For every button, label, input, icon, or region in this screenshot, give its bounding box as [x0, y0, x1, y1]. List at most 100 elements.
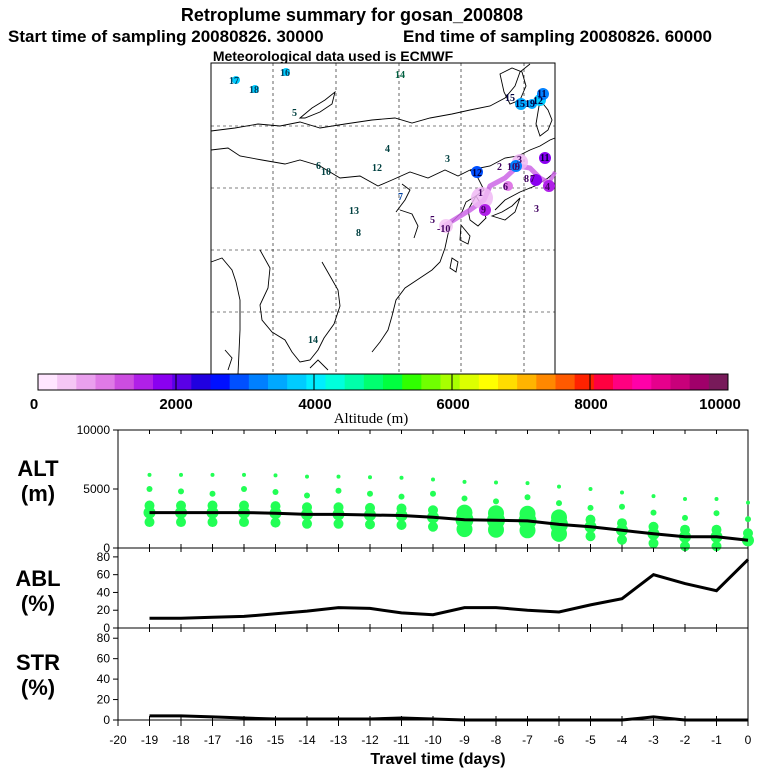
map-label: 3 [445, 154, 450, 165]
altitude-blob [461, 495, 468, 502]
altitude-blob [178, 488, 184, 495]
x-tick-label: -5 [585, 733, 596, 747]
str-line [149, 714, 748, 722]
altitude-mean-line [149, 511, 749, 542]
altitude-blob [431, 477, 435, 482]
colorbar-swatch [670, 374, 691, 390]
x-tick-label: -11 [393, 733, 410, 747]
altitude-blob [711, 524, 722, 535]
altitude-blob [399, 475, 404, 480]
abl-line [149, 558, 750, 620]
altitude-blob [396, 519, 407, 530]
x-tick-label: -14 [298, 733, 316, 747]
map-grid [211, 63, 555, 374]
altitude-blob [680, 541, 690, 552]
x-tick-label: -4 [617, 733, 628, 747]
altitude-blob [743, 528, 753, 539]
altitude-blob [270, 517, 281, 528]
plume-dot [232, 76, 240, 84]
altitude-blob [648, 521, 659, 532]
altitude-blob [713, 510, 720, 517]
colorbar-swatch [57, 374, 77, 390]
colorbar-swatch [632, 374, 652, 390]
y-tick-label: 20 [97, 693, 111, 707]
plume-dot [527, 99, 537, 109]
altitude-blob [525, 481, 530, 486]
map-label: 13 [349, 206, 359, 217]
plume-dot [515, 98, 527, 110]
colorbar-swatch [248, 374, 269, 390]
y-tick-label: 80 [97, 631, 111, 645]
map-label: 3 [534, 204, 539, 215]
altitude-blob [239, 500, 249, 511]
plume-dot [543, 180, 555, 192]
plume-dot [530, 174, 542, 186]
colorbar-swatch [114, 374, 135, 390]
colorbar-swatch [689, 374, 710, 390]
plot-panel-abl: 80 60 40 20 0 [97, 547, 750, 635]
map-label: 12 [472, 168, 482, 179]
altitude-blob [430, 490, 436, 497]
plume-dot [510, 160, 522, 172]
map-label: 4 [545, 182, 550, 193]
y-tick-label: 40 [97, 672, 111, 686]
title-line1: Retroplume summary for gosan_200808 [181, 5, 523, 25]
altitude-blob [494, 480, 498, 485]
map-label: 14 [308, 335, 318, 346]
plume-cloud [471, 187, 493, 209]
altitude-blob [745, 516, 751, 523]
x-tick-label: -8 [491, 733, 502, 747]
plot-panel-alt: 10000 5000 0 [77, 423, 754, 555]
map-label: 15 [515, 99, 525, 110]
y-tick-label: 0 [103, 621, 110, 635]
x-tick-label: -20 [109, 733, 127, 747]
panel-label-str-line2: (%) [21, 675, 55, 700]
altitude-blob [144, 517, 155, 528]
colorbar-tick: 8000 [574, 396, 607, 413]
map-label: 16 [280, 68, 290, 79]
colorbar-swatch [593, 374, 614, 390]
altitude-blob [333, 518, 344, 529]
colorbar-swatch [268, 374, 288, 390]
panel-label-abl: ABL (%) [15, 566, 60, 616]
altitude-blob [428, 521, 438, 532]
colorbar-swatch [133, 374, 154, 390]
altitude-blob [742, 534, 754, 547]
plume-dot [282, 68, 290, 76]
altitude-blob [711, 541, 722, 552]
plume-dot [471, 166, 483, 178]
y-tick-label: 0 [103, 713, 110, 727]
y-tick-label: 60 [97, 568, 111, 582]
map-label: 7 [398, 192, 403, 203]
altitude-blob [239, 517, 249, 528]
panel-label-abl-line2: (%) [21, 591, 55, 616]
altitude-blob [524, 494, 531, 501]
map-label: 3 [517, 155, 522, 166]
x-tick-label: -9 [459, 733, 470, 747]
map-label: 18 [249, 85, 259, 96]
altitude-blob [620, 490, 624, 495]
panel-label-abl-line1: ABL [15, 566, 60, 591]
altitude-blob [302, 502, 312, 513]
map-label: 8 [356, 228, 361, 239]
map-label: 1 [478, 188, 483, 199]
colorbar-swatch [651, 374, 671, 390]
map-label: 6 [316, 161, 321, 172]
x-tick-label: -1 [711, 733, 722, 747]
altitude-blob [146, 486, 153, 492]
altitude-blob [396, 503, 407, 514]
colorbar-swatch [76, 374, 96, 390]
x-tick-label: -15 [267, 733, 285, 747]
colorbar [38, 374, 729, 390]
altitude-blob [557, 484, 561, 489]
map-label: 10 [321, 167, 331, 178]
altitude-blob [746, 500, 750, 505]
colorbar-swatch [363, 374, 384, 390]
x-tick-label: -13 [330, 733, 348, 747]
altitude-blob [588, 487, 593, 491]
altitude-blob [270, 501, 281, 512]
y-tick-label: 0 [103, 541, 110, 555]
altitude-blob [585, 514, 596, 525]
altitude-blob [651, 494, 656, 499]
